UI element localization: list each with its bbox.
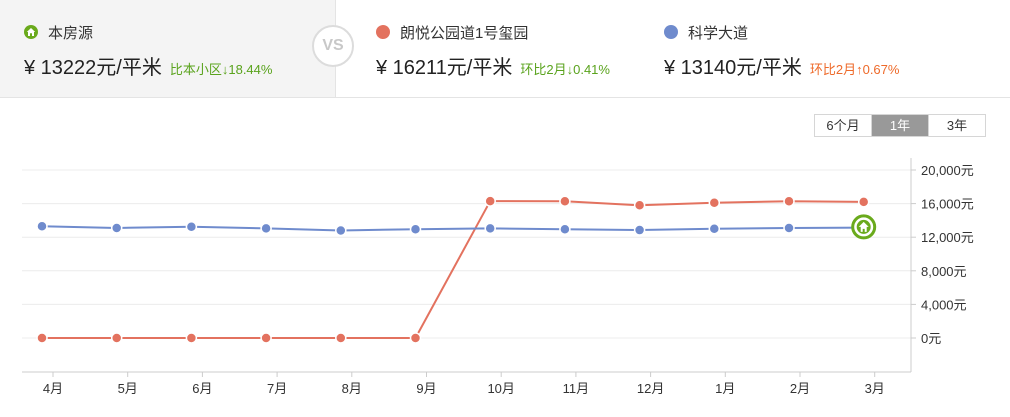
series-2-point	[409, 223, 422, 235]
series-1-point	[708, 197, 721, 209]
x-tick-label: 1月	[715, 381, 735, 396]
y-tick-label: 0元	[921, 331, 941, 346]
series-2-point	[110, 222, 123, 234]
y-tick-label: 16,000元	[921, 197, 974, 212]
price-summary-header: 本房源 ¥ 13222元/平米 比本小区↓18.44% VS 朗悦公园道1号玺园 …	[0, 0, 1010, 98]
series-1-point	[783, 195, 795, 207]
series-1-point	[633, 199, 646, 212]
compare-b-block: 科学大道 ¥ 13140元/平米 环比2月↑0.67%	[664, 22, 899, 80]
series-1-point	[484, 195, 496, 207]
series-1-point	[335, 332, 347, 344]
series-1-point	[857, 196, 870, 208]
x-tick-label: 10月	[487, 381, 514, 396]
range-tabs: 6个月 1年 3年	[814, 114, 986, 137]
self-listing-price: ¥ 13222元/平米	[24, 57, 162, 79]
series-2-point	[633, 224, 646, 236]
series-line-2	[41, 225, 864, 232]
self-listing-block: 本房源 ¥ 13222元/平米 比本小区↓18.44%	[24, 22, 272, 80]
series-2-point	[559, 223, 571, 235]
series-2-point	[783, 222, 795, 234]
tab-6-months[interactable]: 6个月	[815, 115, 871, 136]
compare-b-name: 科学大道	[688, 24, 749, 42]
tab-1-year[interactable]: 1年	[871, 115, 928, 136]
tab-3-years[interactable]: 3年	[928, 115, 985, 136]
series-2-point	[185, 220, 198, 233]
x-tick-label: 6月	[192, 381, 212, 396]
series-2-point	[484, 222, 496, 235]
self-listing-panel: 本房源 ¥ 13222元/平米 比本小区↓18.44%	[0, 0, 336, 97]
y-tick-label: 4,000元	[921, 297, 967, 312]
series-1-point	[409, 332, 422, 344]
home-icon	[24, 25, 38, 39]
self-listing-compare: 比本小区↓18.44%	[169, 62, 273, 77]
self-listing-name: 本房源	[48, 24, 94, 42]
series-2-point	[708, 223, 721, 235]
x-tick-label: 11月	[563, 381, 590, 396]
x-tick-label: 7月	[267, 381, 287, 396]
y-tick-label: 20,000元	[921, 163, 974, 178]
series-2-point	[260, 222, 272, 235]
compare-a-compare: 环比2月↓0.41%	[520, 62, 610, 77]
series-1-point	[185, 332, 198, 344]
compare-a-block: 朗悦公园道1号玺园 ¥ 16211元/平米 环比2月↓0.41%	[376, 22, 610, 80]
home-icon	[858, 221, 869, 232]
series-2-point	[335, 224, 347, 237]
compare-b-price: ¥ 13140元/平米	[664, 57, 802, 79]
x-tick-label: 4月	[43, 381, 63, 396]
series-2-point	[36, 220, 48, 233]
compare-a-name: 朗悦公园道1号玺园	[400, 24, 529, 42]
series-1-point	[559, 195, 571, 207]
x-tick-label: 9月	[416, 381, 436, 396]
compare-b-legend-dot	[664, 25, 678, 39]
price-trend-chart: 20,000元 16,000元 12,000元 8,000元 4,000元 0元 4月 5月 6…	[22, 158, 974, 396]
x-tick-label: 5月	[118, 381, 138, 396]
series-line-1	[42, 200, 864, 339]
compare-a-legend-dot	[376, 25, 390, 39]
x-tick-label: 8月	[342, 381, 362, 396]
y-tick-label: 12,000元	[921, 230, 974, 245]
x-tick-label: 2月	[790, 381, 810, 396]
compare-b-compare: 环比2月↑0.67%	[809, 62, 900, 77]
vs-badge: VS	[312, 25, 354, 67]
compare-a-price: ¥ 16211元/平米	[376, 57, 513, 79]
series-1-point	[110, 332, 123, 344]
series-1-point	[36, 332, 48, 344]
series-1-point	[260, 332, 272, 344]
x-tick-label: 3月	[865, 381, 885, 396]
x-tick-label: 12月	[637, 381, 664, 396]
y-tick-label: 8,000元	[921, 264, 967, 279]
